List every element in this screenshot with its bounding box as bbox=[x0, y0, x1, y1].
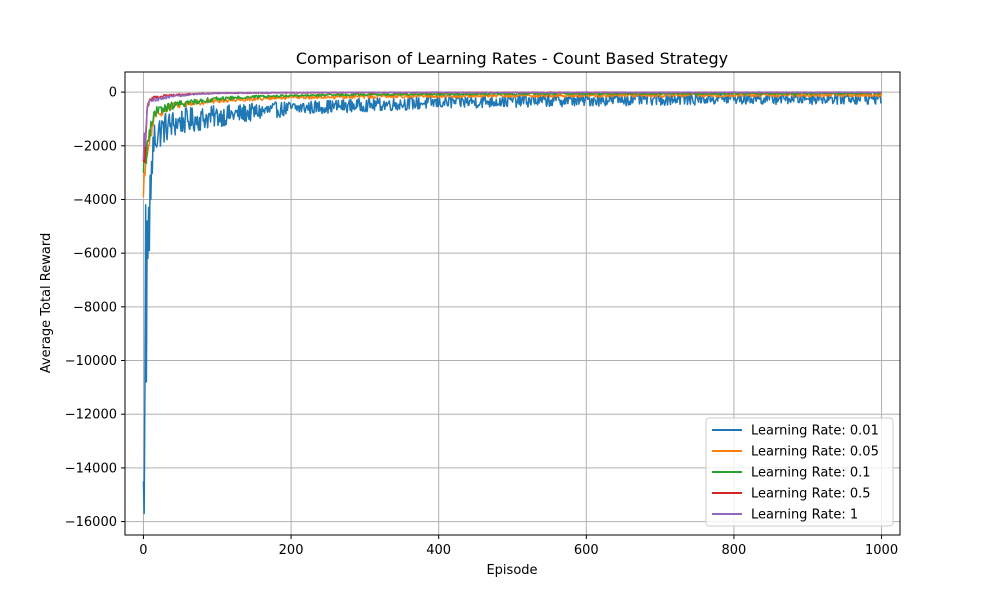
y-axis-title: Average Total Reward bbox=[39, 233, 54, 373]
x-tick-label: 400 bbox=[426, 543, 451, 558]
plot-frame bbox=[124, 71, 901, 536]
x-axis-title: Episode bbox=[486, 563, 537, 578]
y-tick-label: −14000 bbox=[65, 461, 117, 476]
x-tick-label: 800 bbox=[722, 543, 747, 558]
y-tick-label: 0 bbox=[109, 86, 117, 101]
series-line-2 bbox=[142, 91, 882, 173]
legend-label-2: Learning Rate: 0.1 bbox=[751, 466, 871, 481]
series-line-4 bbox=[142, 91, 882, 160]
y-tick-label: −12000 bbox=[65, 408, 117, 423]
y-tick-label: −8000 bbox=[73, 300, 117, 315]
legend-label-4: Learning Rate: 1 bbox=[751, 508, 858, 523]
y-tick-label: −2000 bbox=[73, 139, 117, 154]
axis-ticks: 0 200 400 600 800 1000 0 −2000 −4000 −6000 −8000 −1… bbox=[65, 86, 898, 558]
y-tick-label: −6000 bbox=[73, 247, 117, 262]
grid-lines bbox=[125, 72, 900, 535]
x-tick-label: 200 bbox=[279, 543, 304, 558]
legend-label-0: Learning Rate: 0.01 bbox=[751, 424, 879, 439]
y-tick-label: −4000 bbox=[73, 193, 117, 208]
legend-label-3: Learning Rate: 0.5 bbox=[751, 487, 871, 502]
x-tick-label: 0 bbox=[139, 543, 147, 558]
x-tick-label: 600 bbox=[574, 543, 599, 558]
legend-box bbox=[705, 417, 894, 527]
y-tick-label: −10000 bbox=[65, 354, 117, 369]
series-layer bbox=[142, 91, 883, 515]
x-tick-label: 1000 bbox=[865, 543, 898, 558]
chart-title: Comparison of Learning Rates - Count Bas… bbox=[296, 49, 728, 68]
legend-label-1: Learning Rate: 0.05 bbox=[751, 445, 879, 460]
legend: Learning Rate: 0.01 Learning Rate: 0.05 Le… bbox=[705, 417, 894, 527]
y-tick-label: −16000 bbox=[65, 515, 117, 530]
